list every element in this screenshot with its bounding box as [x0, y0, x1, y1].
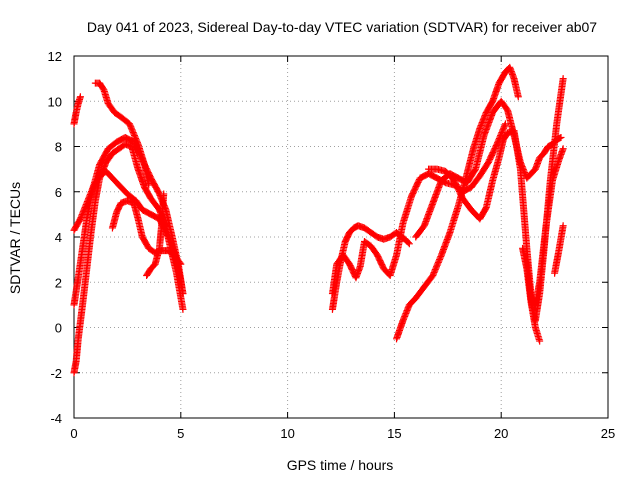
data-point: [514, 93, 522, 101]
y-tick-label: 8: [55, 140, 62, 155]
series-track-d: [70, 167, 187, 313]
data-point: [536, 337, 544, 345]
x-tick-label: 5: [177, 426, 184, 441]
data-point: [179, 305, 187, 313]
series-track-g: [143, 190, 168, 279]
x-tick-label: 25: [601, 426, 615, 441]
data-point: [76, 93, 84, 101]
series-track-b: [70, 140, 187, 377]
x-axis-label: GPS time / hours: [287, 457, 394, 473]
y-tick-label: 12: [48, 49, 62, 64]
y-tick-label: -2: [50, 366, 62, 381]
data-point: [559, 145, 567, 153]
y-tick-label: 0: [55, 321, 62, 336]
series-track-n: [519, 244, 544, 345]
y-tick-label: 6: [55, 185, 62, 200]
x-tick-label: 15: [387, 426, 401, 441]
data-point: [559, 222, 567, 230]
data-point: [160, 190, 168, 198]
data-point: [557, 133, 565, 141]
y-tick-label: 4: [55, 230, 62, 245]
series-track-h: [328, 222, 413, 313]
y-tick-label: 10: [48, 94, 62, 109]
data-point: [559, 75, 567, 83]
series-track-o: [551, 222, 567, 277]
y-axis-label: SDTVAR / TECUs: [7, 182, 23, 294]
data-point: [405, 240, 413, 248]
y-tick-label: -4: [50, 411, 62, 426]
x-tick-label: 20: [494, 426, 508, 441]
series-track-e: [91, 79, 153, 189]
y-tick-label: 2: [55, 275, 62, 290]
chart-title: Day 041 of 2023, Sidereal Day-to-day VTE…: [87, 19, 597, 35]
data-point: [501, 121, 509, 129]
data-point: [145, 181, 153, 189]
x-tick-labels: 0 5 10 15 20 25: [70, 426, 615, 441]
series-track-c: [70, 133, 187, 309]
x-tick-label: 10: [280, 426, 294, 441]
data-point: [404, 239, 412, 247]
series-track-i: [328, 120, 509, 298]
series-track-a: [70, 93, 84, 128]
x-tick-label: 0: [70, 426, 77, 441]
data-point: [176, 259, 184, 267]
y-tick-labels: -4 -2 0 2 4 6 8 10 12: [48, 49, 62, 426]
data-marks: [70, 63, 567, 377]
data-point: [177, 260, 185, 268]
